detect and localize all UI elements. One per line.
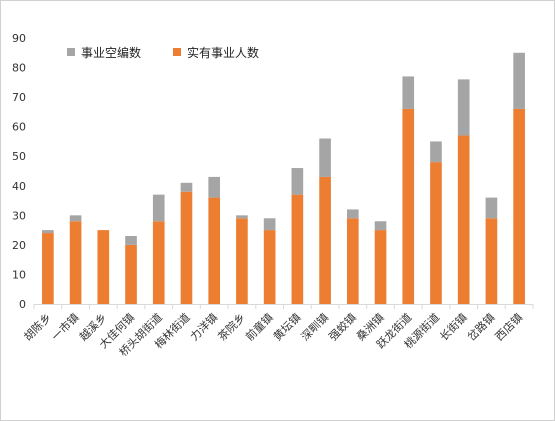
y-tick-label: 90: [12, 32, 26, 45]
bar-actual-staff: [346, 218, 359, 304]
bar-actual-staff: [485, 218, 498, 304]
legend-swatch: [173, 48, 181, 56]
x-category-label: 强蛟镇: [326, 310, 359, 343]
bar-vacant-posts: [69, 215, 82, 222]
x-category-label: 深甽镇: [298, 310, 331, 343]
bar-actual-staff: [236, 218, 248, 304]
bar-actual-staff: [374, 230, 387, 304]
bar-vacant-posts: [42, 230, 54, 234]
x-category-label: 茶院乡: [215, 310, 248, 343]
y-tick-label: 50: [12, 150, 26, 163]
bar-vacant-posts: [236, 215, 248, 219]
bar-actual-staff: [457, 135, 470, 304]
x-category-label: 西店镇: [492, 310, 525, 343]
bar-actual-staff: [430, 162, 442, 304]
y-tick-label: 40: [12, 180, 26, 193]
y-tick-label: 80: [12, 62, 26, 75]
bar-vacant-posts: [208, 176, 221, 198]
x-category-label: 一市镇: [48, 310, 81, 343]
bar-vacant-posts: [485, 197, 498, 219]
bar-actual-staff: [69, 221, 82, 304]
legend-label: 事业空编数: [81, 45, 141, 60]
bar-vacant-posts: [513, 52, 525, 109]
bar-vacant-posts: [374, 221, 387, 231]
bar-actual-staff: [42, 233, 54, 304]
bar-vacant-posts: [180, 182, 193, 192]
bar-vacant-posts: [125, 236, 137, 245]
x-category-label: 黄坛镇: [270, 310, 303, 343]
bar-vacant-posts: [402, 76, 415, 109]
bars: [42, 52, 525, 304]
y-tick-label: 60: [12, 121, 26, 134]
bar-actual-staff: [319, 176, 331, 304]
bar-vacant-posts: [263, 218, 276, 231]
legend-swatch: [67, 48, 75, 56]
y-tick-label: 20: [12, 239, 26, 252]
legend: 事业空编数 实有事业人数: [67, 45, 259, 60]
x-category-label: 长街镇: [437, 310, 470, 343]
bar-actual-staff: [263, 230, 276, 304]
bar-vacant-posts: [291, 168, 304, 195]
x-category-label: 岔路镇: [464, 310, 497, 343]
y-tick-label: 70: [12, 91, 26, 104]
x-axis: 胡陈乡一市镇越溪乡大佳何镇桥头胡街道梅林街道力洋镇茶院乡前童镇黄坛镇深甽镇强蛟镇…: [21, 304, 534, 359]
x-category-label: 胡陈乡: [21, 310, 54, 343]
bar-actual-staff: [402, 108, 415, 304]
y-tick-label: 0: [19, 298, 26, 311]
y-tick-label: 10: [12, 268, 26, 281]
bar-actual-staff: [180, 191, 193, 304]
bar-vacant-posts: [152, 194, 165, 222]
bar-vacant-posts: [319, 138, 331, 177]
bar-actual-staff: [208, 197, 221, 304]
x-category-label: 前童镇: [243, 310, 276, 343]
legend-label: 实有事业人数: [187, 45, 259, 60]
bar-vacant-posts: [457, 79, 470, 136]
bar-actual-staff: [513, 108, 525, 304]
bar-vacant-posts: [346, 209, 359, 219]
x-category-label: 力洋镇: [187, 310, 220, 343]
bar-actual-staff: [97, 230, 110, 304]
y-axis: 0 10 20 30 40 50 60 70 80 90: [12, 32, 26, 311]
bar-vacant-posts: [430, 141, 442, 163]
bar-actual-staff: [152, 221, 165, 304]
y-tick-label: 30: [12, 209, 26, 222]
bar-actual-staff: [291, 194, 304, 304]
bar-actual-staff: [125, 244, 137, 304]
